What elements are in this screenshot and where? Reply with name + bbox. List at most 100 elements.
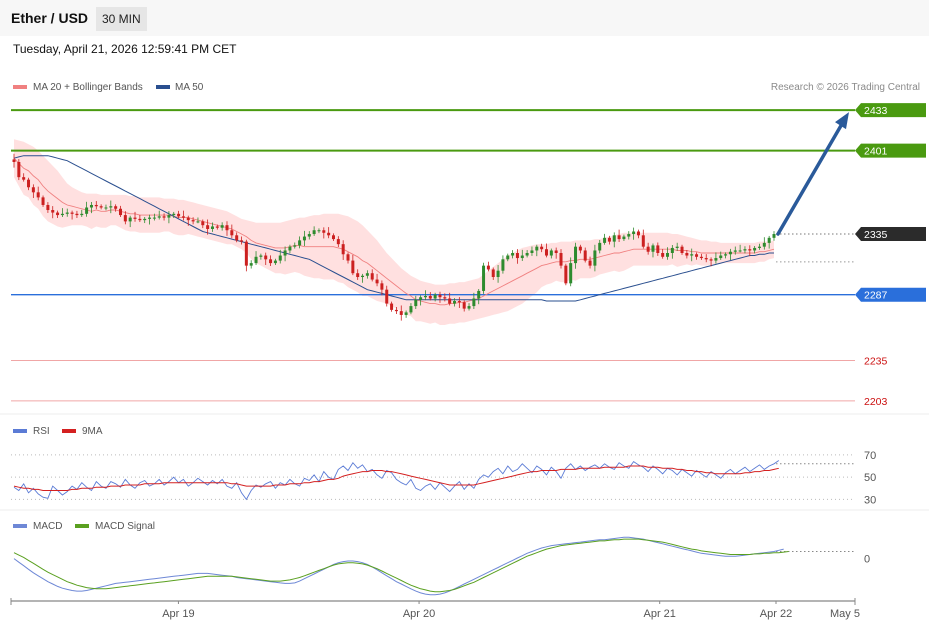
candle: [680, 246, 684, 253]
rsi-tick-50: 50: [864, 472, 876, 484]
candle: [472, 298, 476, 307]
candle: [336, 239, 340, 245]
candle: [346, 254, 350, 261]
candle: [419, 297, 423, 300]
rsi-tick-30: 30: [864, 494, 876, 506]
candle: [399, 311, 403, 315]
rsi-ma-line: [13, 465, 779, 491]
level-label-2203: 2203: [864, 396, 888, 408]
candle: [302, 236, 306, 241]
candle: [453, 301, 457, 304]
projection-arrow: [776, 120, 845, 236]
candle: [167, 215, 171, 218]
candle: [578, 246, 582, 251]
candle: [240, 240, 244, 242]
candle: [361, 275, 365, 278]
candle: [152, 217, 156, 219]
bollinger-band: [14, 139, 774, 325]
candle: [235, 235, 239, 241]
candle: [220, 225, 224, 228]
projection-arrow-head: [835, 112, 849, 130]
time-tick-label: Apr 21: [643, 608, 675, 620]
candle: [70, 212, 74, 214]
candle: [670, 247, 674, 253]
candle: [423, 295, 427, 298]
candle: [685, 253, 689, 256]
candle: [181, 216, 185, 218]
candle: [46, 204, 50, 211]
candle: [491, 269, 495, 278]
candle: [709, 259, 713, 261]
candle: [719, 255, 723, 259]
level-tag-2287: [855, 287, 926, 302]
candle: [114, 206, 118, 209]
candle: [331, 235, 335, 240]
candle: [632, 231, 636, 235]
candle: [743, 249, 747, 251]
current-price-tag: [855, 227, 926, 242]
candle: [482, 265, 486, 291]
candle: [51, 210, 55, 213]
legend-macd-swatch: [13, 524, 27, 528]
candle: [612, 235, 616, 242]
candle: [772, 234, 776, 238]
candle: [56, 212, 60, 216]
candle: [225, 225, 229, 231]
candle: [215, 226, 219, 228]
legend-ma50: MA 50: [175, 82, 204, 93]
candle: [617, 235, 621, 240]
time-axis: Apr 19 Apr 20 Apr 21 Apr 22 May 5: [10, 598, 860, 620]
candle: [496, 270, 500, 278]
candle: [196, 221, 200, 223]
legend-rsi: RSI: [33, 426, 50, 437]
macd-line: [13, 536, 784, 596]
candle: [704, 258, 708, 260]
candle: [128, 217, 132, 222]
candle: [85, 207, 89, 214]
candle: [80, 213, 84, 216]
candle: [404, 312, 408, 315]
legend-macd-signal: MACD Signal: [95, 521, 155, 532]
candle: [757, 246, 761, 248]
legend-rsi-swatch: [13, 429, 27, 433]
candle: [501, 259, 505, 271]
candle: [312, 230, 316, 235]
candle: [583, 250, 587, 261]
rsi-pane: 70 50 30: [11, 450, 876, 506]
candle: [467, 306, 471, 309]
candle: [254, 256, 258, 264]
candle: [99, 206, 103, 208]
candle: [390, 303, 394, 310]
candle: [365, 273, 369, 276]
credit: Research © 2026 Trading Central: [771, 82, 920, 93]
legend-ma50-swatch: [156, 85, 170, 89]
candle: [307, 234, 311, 237]
level-tag-2401: [855, 143, 926, 158]
candle: [162, 216, 166, 218]
candle: [143, 218, 147, 221]
candle: [27, 179, 31, 188]
candle: [641, 235, 645, 247]
time-tick-label: May 5: [830, 608, 860, 620]
candle: [409, 306, 413, 313]
macd-pane: 0: [13, 536, 870, 596]
candle: [41, 197, 45, 205]
candle: [666, 253, 670, 257]
candle: [341, 244, 345, 255]
candle: [438, 294, 442, 298]
rsi-tick-70: 70: [864, 450, 876, 462]
candle: [607, 237, 611, 242]
candle: [278, 255, 282, 261]
candle: [109, 206, 113, 208]
candle: [283, 250, 287, 256]
candle: [22, 177, 26, 180]
timeframe-badge[interactable]: [96, 7, 147, 31]
candle: [544, 249, 548, 256]
candle: [385, 289, 389, 304]
candle: [148, 217, 152, 219]
candle: [714, 258, 718, 261]
candle: [356, 273, 360, 278]
candle: [17, 161, 21, 178]
candle: [762, 242, 766, 247]
candle: [651, 245, 655, 252]
